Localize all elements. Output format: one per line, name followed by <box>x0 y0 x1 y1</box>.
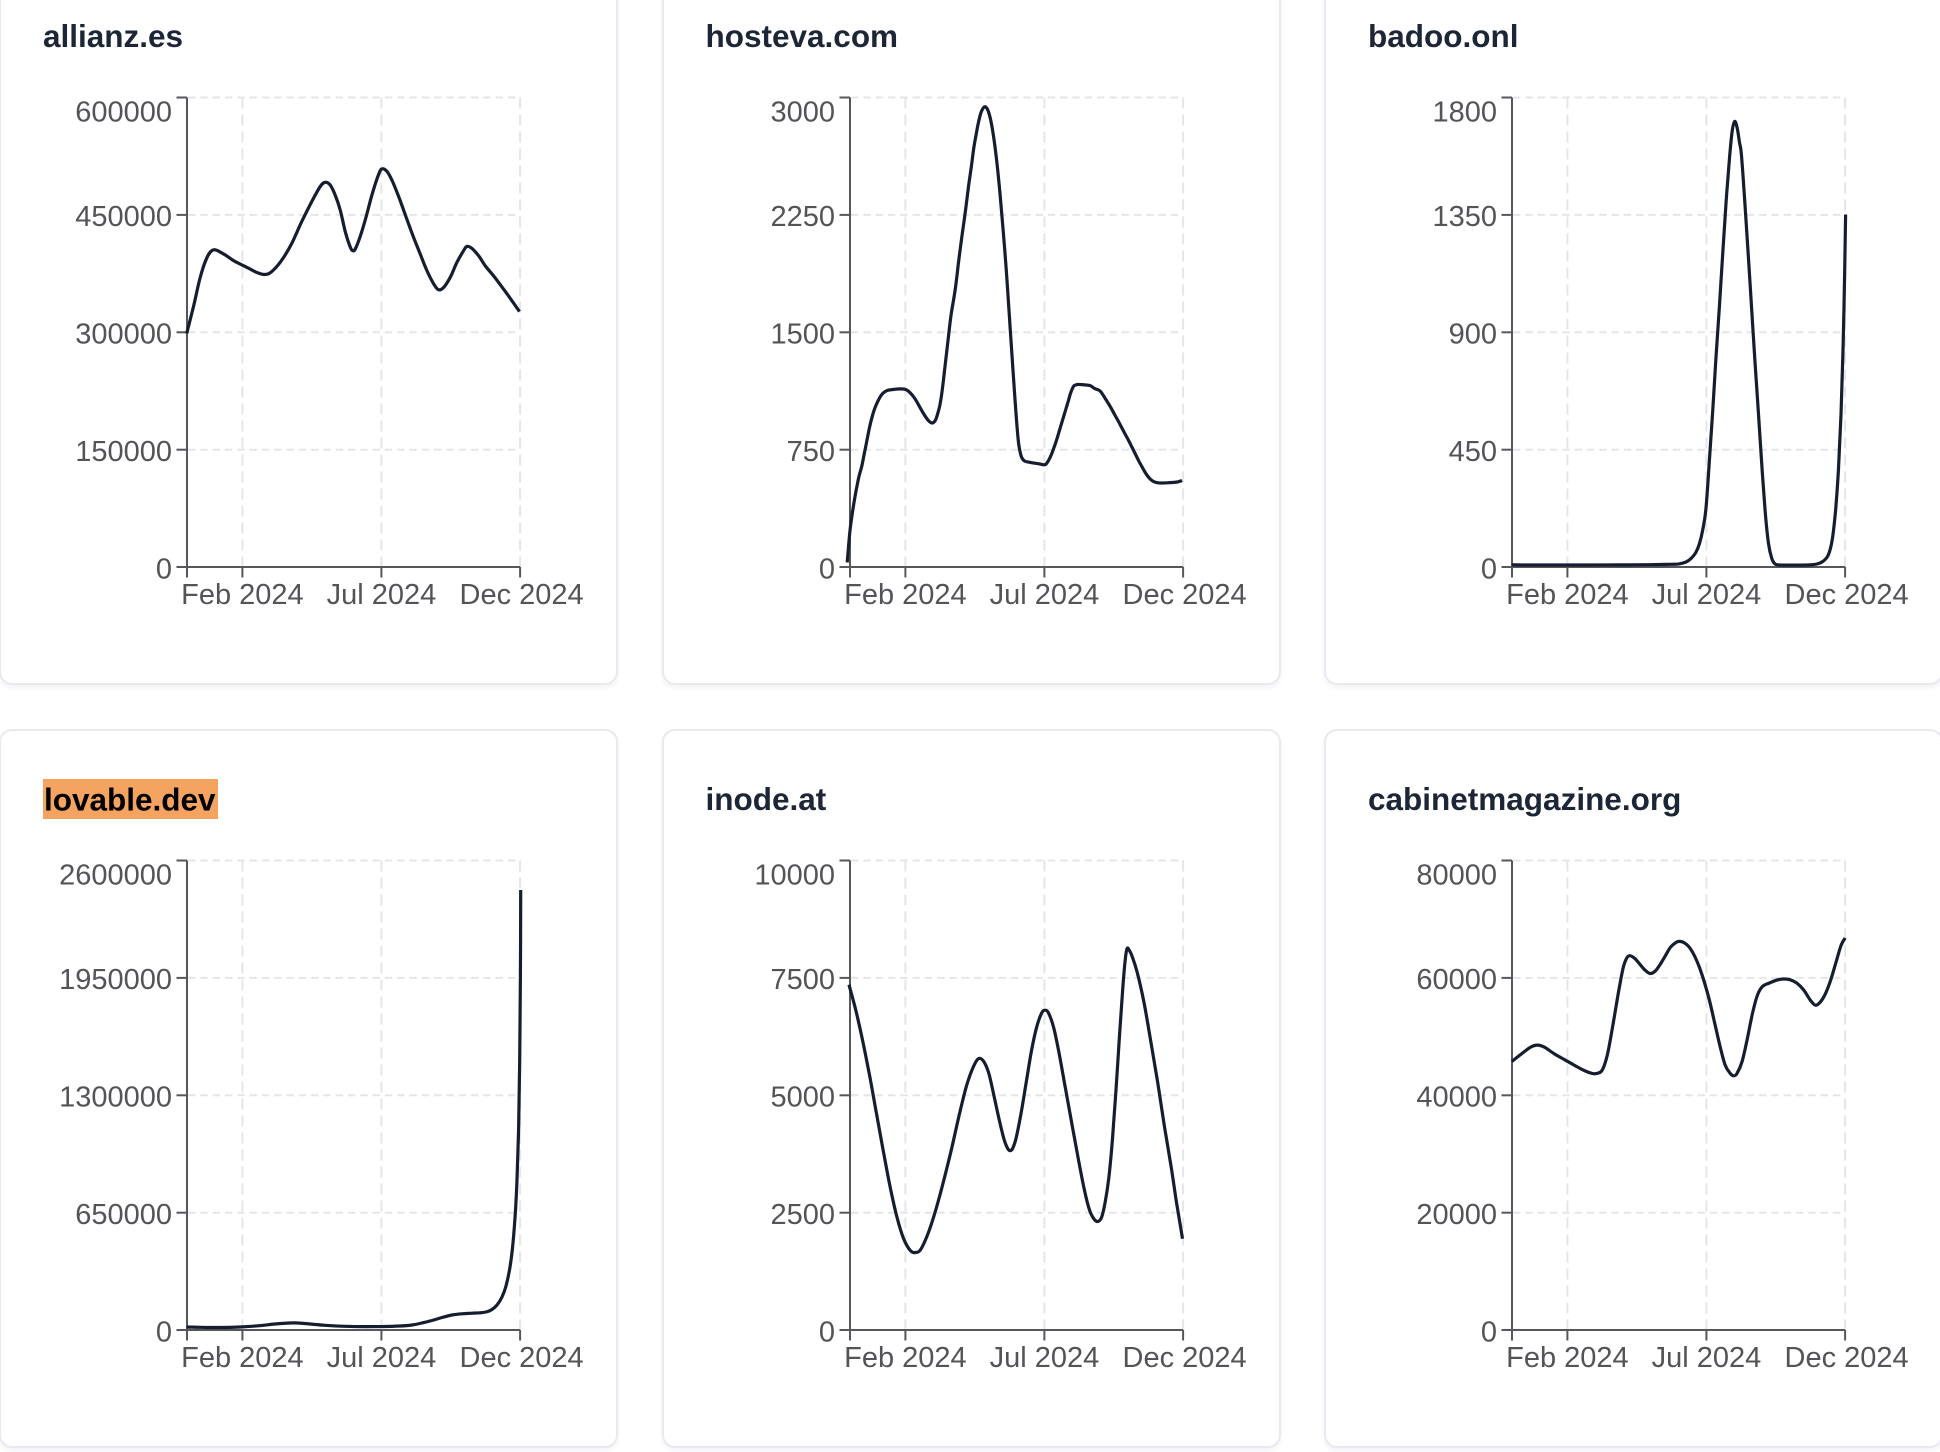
svg-text:Feb 2024: Feb 2024 <box>844 579 967 611</box>
svg-text:2600000: 2600000 <box>59 860 172 892</box>
svg-text:Feb 2024: Feb 2024 <box>1506 1342 1629 1374</box>
svg-text:900: 900 <box>1449 318 1497 350</box>
svg-text:2250: 2250 <box>770 201 835 233</box>
svg-text:Feb 2024: Feb 2024 <box>181 1342 304 1374</box>
svg-text:1300000: 1300000 <box>59 1082 172 1114</box>
svg-text:Jul 2024: Jul 2024 <box>327 1342 437 1374</box>
svg-text:Jul 2024: Jul 2024 <box>327 579 437 611</box>
svg-text:Jul 2024: Jul 2024 <box>989 1342 1099 1374</box>
svg-text:450000: 450000 <box>75 201 172 233</box>
svg-text:1500: 1500 <box>770 318 835 350</box>
svg-text:750: 750 <box>786 436 834 468</box>
svg-text:10000: 10000 <box>754 860 835 892</box>
svg-text:0: 0 <box>156 1316 172 1348</box>
svg-text:Jul 2024: Jul 2024 <box>1652 1342 1762 1374</box>
svg-text:Dec 2024: Dec 2024 <box>1785 1342 1909 1374</box>
svg-text:Dec 2024: Dec 2024 <box>1122 579 1246 611</box>
svg-text:0: 0 <box>1481 1316 1497 1348</box>
svg-text:5000: 5000 <box>770 1082 835 1114</box>
svg-text:0: 0 <box>1481 553 1497 585</box>
svg-text:Dec 2024: Dec 2024 <box>460 1342 584 1374</box>
svg-text:Feb 2024: Feb 2024 <box>844 1342 967 1374</box>
svg-text:60000: 60000 <box>1416 964 1497 996</box>
svg-text:650000: 650000 <box>75 1199 172 1231</box>
svg-text:Dec 2024: Dec 2024 <box>460 579 584 611</box>
svg-text:40000: 40000 <box>1416 1082 1497 1114</box>
svg-text:0: 0 <box>818 1316 834 1348</box>
svg-text:Feb 2024: Feb 2024 <box>1506 579 1629 611</box>
svg-text:2500: 2500 <box>770 1199 835 1231</box>
svg-text:0: 0 <box>156 553 172 585</box>
svg-text:7500: 7500 <box>770 964 835 996</box>
svg-text:300000: 300000 <box>75 318 172 350</box>
svg-text:3000: 3000 <box>770 96 835 128</box>
svg-text:0: 0 <box>818 553 834 585</box>
svg-text:Jul 2024: Jul 2024 <box>1652 579 1762 611</box>
svg-text:Dec 2024: Dec 2024 <box>1122 1342 1246 1374</box>
svg-text:150000: 150000 <box>75 436 172 468</box>
svg-text:1350: 1350 <box>1432 201 1497 233</box>
svg-text:600000: 600000 <box>75 96 172 128</box>
svg-text:450: 450 <box>1449 436 1497 468</box>
svg-text:Dec 2024: Dec 2024 <box>1785 579 1909 611</box>
svg-text:1800: 1800 <box>1432 96 1497 128</box>
svg-text:20000: 20000 <box>1416 1199 1497 1231</box>
svg-text:1950000: 1950000 <box>59 964 172 996</box>
svg-text:Feb 2024: Feb 2024 <box>181 579 304 611</box>
svg-text:80000: 80000 <box>1416 860 1497 892</box>
svg-text:Jul 2024: Jul 2024 <box>989 579 1099 611</box>
